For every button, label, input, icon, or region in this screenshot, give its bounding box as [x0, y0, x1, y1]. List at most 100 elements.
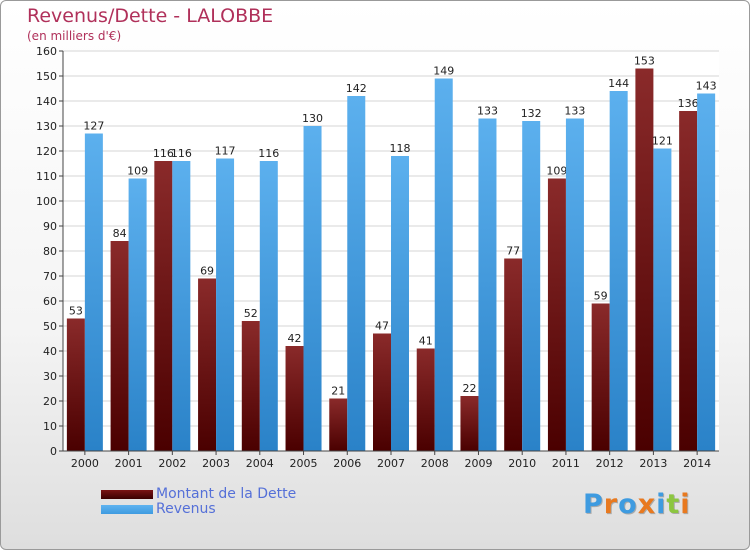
- data-label-revenus: 121: [652, 135, 673, 148]
- data-label-revenus: 149: [433, 65, 454, 78]
- bar-revenus: [434, 78, 453, 451]
- data-label-dette: 21: [331, 385, 345, 398]
- x-tick-label: 2007: [377, 457, 405, 470]
- bar-dette: [285, 346, 304, 451]
- x-tick-label: 2000: [71, 457, 99, 470]
- data-label-revenus: 118: [390, 142, 411, 155]
- bar-dette: [198, 278, 217, 451]
- bar-dette: [547, 178, 566, 451]
- y-tick-label: 150: [36, 70, 57, 83]
- bar-dette: [504, 258, 523, 451]
- data-label-revenus: 117: [215, 145, 236, 158]
- bar-dette: [635, 68, 654, 451]
- y-tick-label: 50: [43, 320, 57, 333]
- y-tick-label: 30: [43, 370, 57, 383]
- bar-dette: [241, 321, 260, 451]
- x-tick-label: 2008: [421, 457, 449, 470]
- y-tick-label: 80: [43, 245, 57, 258]
- x-tick-label: 2012: [596, 457, 624, 470]
- data-label-dette: 53: [69, 305, 83, 318]
- data-label-dette: 22: [462, 382, 476, 395]
- data-label-revenus: 144: [608, 77, 629, 90]
- y-tick-label: 140: [36, 95, 57, 108]
- bar-dette: [460, 396, 479, 451]
- x-tick-label: 2003: [202, 457, 230, 470]
- bar-dette: [373, 333, 391, 451]
- logo-letter: r: [603, 489, 619, 520]
- proxiti-logo: Proxiti: [583, 489, 691, 520]
- y-tick-label: 130: [36, 120, 57, 133]
- y-tick-label: 100: [36, 195, 57, 208]
- chart-subtitle: (en milliers d'€): [27, 29, 122, 43]
- data-label-dette: 69: [200, 265, 214, 278]
- legend-label-dette: Montant de la Dette: [156, 486, 297, 502]
- data-label-dette: 136: [678, 97, 699, 110]
- chart-title: Revenus/Dette - LALOBBE: [27, 5, 274, 27]
- x-tick-label: 2014: [683, 457, 711, 470]
- bar-dette: [329, 398, 348, 451]
- logo-letter: o: [618, 489, 638, 520]
- data-label-dette: 84: [113, 227, 127, 240]
- data-label-revenus: 143: [696, 80, 717, 93]
- bar-revenus: [391, 156, 409, 451]
- x-tick-label: 2010: [508, 457, 536, 470]
- bar-revenus: [609, 91, 628, 451]
- y-tick-label: 90: [43, 220, 57, 233]
- y-tick-label: 10: [43, 420, 57, 433]
- y-tick-label: 120: [36, 145, 57, 158]
- bar-dette: [679, 111, 698, 451]
- y-tick-label: 160: [36, 45, 57, 58]
- logo-letter: i: [656, 489, 667, 520]
- y-tick-label: 0: [50, 445, 57, 458]
- bar-revenus: [653, 148, 672, 451]
- legend-label-revenus: Revenus: [156, 501, 216, 517]
- data-label-revenus: 127: [83, 120, 104, 133]
- y-tick-label: 70: [43, 270, 57, 283]
- data-label-dette: 52: [244, 307, 258, 320]
- bar-dette: [154, 161, 173, 451]
- x-tick-label: 2006: [333, 457, 361, 470]
- y-tick-label: 60: [43, 295, 57, 308]
- x-tick-label: 2011: [552, 457, 580, 470]
- data-label-dette: 47: [375, 320, 389, 333]
- bars: 5312784109116116691175211642130211424711…: [66, 55, 717, 451]
- logo-letter: x: [637, 489, 657, 520]
- bar-revenus: [347, 96, 366, 451]
- data-label-revenus: 133: [477, 105, 498, 118]
- y-tick-label: 20: [43, 395, 57, 408]
- data-label-revenus: 116: [258, 147, 279, 160]
- data-label-dette: 153: [634, 55, 655, 68]
- data-label-revenus: 142: [346, 82, 367, 95]
- bar-revenus: [259, 161, 278, 451]
- x-tick-label: 2002: [158, 457, 186, 470]
- data-label-revenus: 132: [521, 107, 542, 120]
- legend-swatch-revenus: [101, 505, 153, 514]
- bar-dette: [110, 241, 129, 451]
- legend-swatch-dette: [101, 490, 153, 499]
- x-tick-label: 2005: [290, 457, 318, 470]
- data-label-dette: 116: [153, 147, 174, 160]
- logo-letter: t: [666, 489, 681, 520]
- data-label-dette: 41: [419, 335, 433, 348]
- x-tick-label: 2001: [115, 457, 143, 470]
- bar-revenus: [84, 133, 103, 451]
- bar-revenus: [565, 118, 584, 451]
- data-label-revenus: 109: [127, 165, 148, 178]
- data-label-dette: 42: [288, 332, 302, 345]
- data-label-dette: 77: [506, 245, 520, 258]
- logo-letter: i: [680, 489, 691, 520]
- logo-letter: P: [583, 489, 604, 520]
- bar-revenus: [303, 126, 322, 451]
- bar-dette: [416, 348, 435, 451]
- bar-revenus: [697, 93, 716, 451]
- data-label-revenus: 116: [171, 147, 192, 160]
- bar-dette: [591, 303, 610, 451]
- bar-revenus: [522, 121, 541, 451]
- y-tick-label: 110: [36, 170, 57, 183]
- y-tick-label: 40: [43, 345, 57, 358]
- data-label-dette: 109: [546, 165, 567, 178]
- bar-revenus: [478, 118, 497, 451]
- axes: 0 10 20 30 40 50 60 70 80 90 100 110 120 130 140 150 160…: [36, 45, 719, 470]
